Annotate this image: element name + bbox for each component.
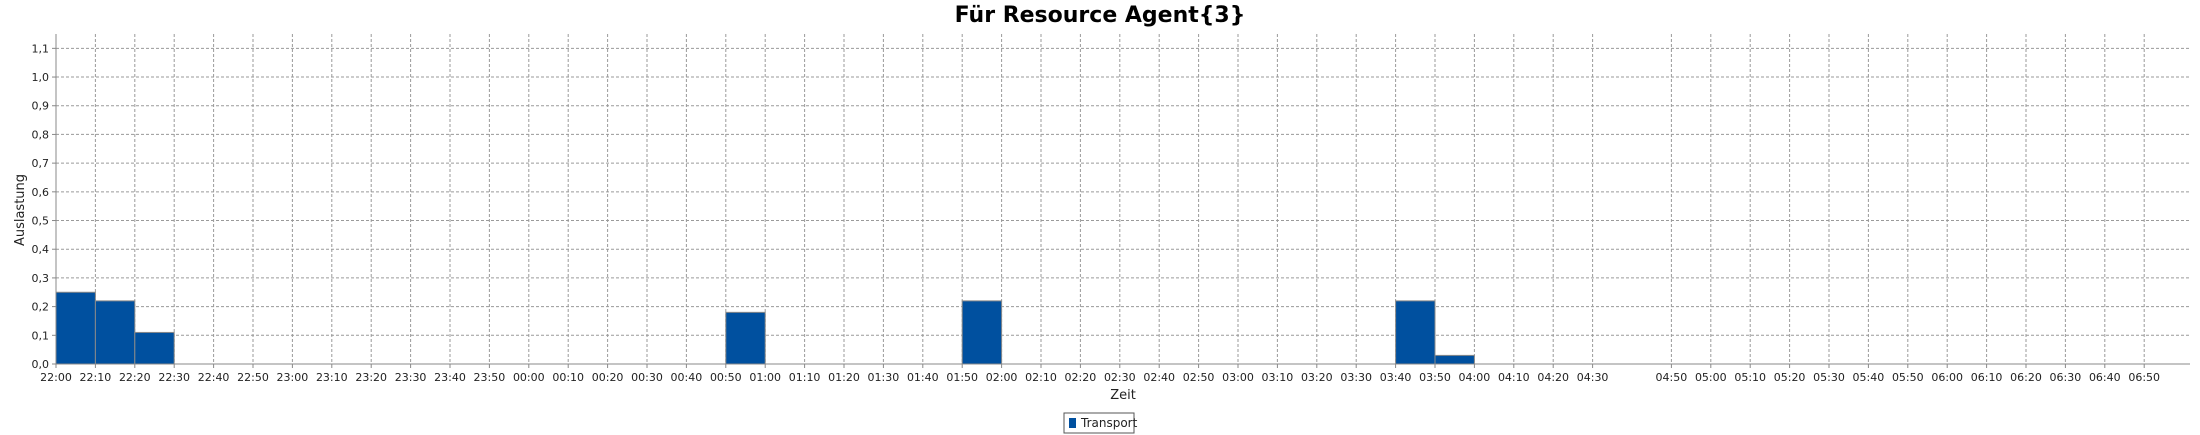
x-tick-label: 04:30 <box>1577 371 1609 384</box>
x-tick-label: 04:20 <box>1537 371 1569 384</box>
x-tick-label: 00:20 <box>592 371 624 384</box>
y-tick-label: 0,8 <box>32 128 50 141</box>
bar <box>1434 354 1475 365</box>
y-axis-label: Auslastung <box>13 174 28 246</box>
x-tick-label: 06:20 <box>2010 371 2042 384</box>
legend-box <box>1063 412 1135 434</box>
bar <box>961 300 1003 365</box>
x-tick-label: 01:10 <box>789 371 821 384</box>
x-tick-label: 23:40 <box>434 371 466 384</box>
x-axis-label: Zeit <box>1110 388 1136 403</box>
x-tick-label: 23:30 <box>395 371 427 384</box>
x-tick-label: 04:10 <box>1498 371 1530 384</box>
x-tick-label: 05:40 <box>1853 371 1885 384</box>
x-tick-label: 23:20 <box>355 371 387 384</box>
x-tick-label: 06:00 <box>1931 371 1963 384</box>
x-tick-label: 02:20 <box>1065 371 1097 384</box>
x-tick-label: 05:00 <box>1695 371 1727 384</box>
bar <box>55 291 96 365</box>
x-tick-label: 23:50 <box>474 371 506 384</box>
x-tick-label: 01:30 <box>868 371 900 384</box>
x-tick-label: 06:30 <box>2050 371 2082 384</box>
x-tick-label: 00:50 <box>710 371 742 384</box>
bar <box>94 300 136 365</box>
y-tick-label: 0,4 <box>32 243 50 256</box>
x-tick-label: 05:50 <box>1892 371 1924 384</box>
bar <box>725 311 766 365</box>
x-tick-label: 23:00 <box>277 371 309 384</box>
y-tick-label: 0,2 <box>32 301 50 314</box>
plot-area: 0,0 0,1 0,2 0,3 0,4 0,5 0,6 0,7 0,8 0,9 1,0 1,1 22:0… <box>32 34 2190 384</box>
x-tick-label: 03:10 <box>1262 371 1294 384</box>
x-tick-label: 06:10 <box>1971 371 2003 384</box>
x-tick-label: 22:10 <box>80 371 112 384</box>
x-tick-label: 04:00 <box>1459 371 1491 384</box>
x-tick-label: 05:30 <box>1813 371 1845 384</box>
x-tick-label: 06:50 <box>2128 371 2160 384</box>
x-tick-label: 00:30 <box>631 371 663 384</box>
x-tick-label: 04:50 <box>1656 371 1688 384</box>
x-tick-label: 01:20 <box>828 371 860 384</box>
y-tick-label: 0,9 <box>32 100 50 113</box>
chart-title: Für Resource Agent{3} <box>955 3 1246 28</box>
x-tick-label: 22:40 <box>198 371 230 384</box>
y-tick-label: 1,1 <box>32 42 50 55</box>
y-tick-label: 0,5 <box>32 215 50 228</box>
x-tick-label: 06:40 <box>2089 371 2121 384</box>
x-tick-label: 03:20 <box>1301 371 1333 384</box>
y-tick-label: 0,3 <box>32 272 50 285</box>
x-tick-label: 02:30 <box>1104 371 1136 384</box>
x-tick-label: 01:00 <box>749 371 781 384</box>
x-tick-label: 02:10 <box>1025 371 1057 384</box>
x-tick-label: 01:40 <box>907 371 939 384</box>
legend-swatch <box>1069 418 1076 428</box>
x-tick-label: 22:50 <box>237 371 269 384</box>
x-tick-label: 05:10 <box>1734 371 1766 384</box>
x-tick-label: 22:00 <box>40 371 72 384</box>
y-tick-label: 0,0 <box>32 358 50 371</box>
x-tick-label: 02:50 <box>1183 371 1215 384</box>
x-tick-label: 22:30 <box>158 371 190 384</box>
x-tick-label: 03:00 <box>1222 371 1254 384</box>
x-tick-label: 05:20 <box>1774 371 1806 384</box>
y-tick-label: 1,0 <box>32 71 50 84</box>
x-tick-label: 03:40 <box>1380 371 1412 384</box>
bar <box>134 331 175 365</box>
plot-background <box>56 34 2190 364</box>
x-tick-label: 22:20 <box>119 371 151 384</box>
x-tick-label: 01:50 <box>946 371 978 384</box>
x-tick-label: 02:40 <box>1143 371 1175 384</box>
y-tick-label: 0,1 <box>32 329 50 342</box>
x-tick-label: 00:40 <box>671 371 703 384</box>
x-tick-label: 00:10 <box>552 371 584 384</box>
x-tick-label: 03:30 <box>1340 371 1372 384</box>
x-tick-label: 02:00 <box>986 371 1018 384</box>
legend: Transport <box>1063 412 1138 434</box>
x-tick-label: 00:00 <box>513 371 545 384</box>
y-tick-label: 0,6 <box>32 186 50 199</box>
y-tick-label: 0,7 <box>32 157 50 170</box>
x-tick-label: 23:10 <box>316 371 348 384</box>
bar <box>1395 300 1436 365</box>
x-tick-label: 03:50 <box>1419 371 1451 384</box>
legend-label: Transport <box>1080 416 1138 430</box>
